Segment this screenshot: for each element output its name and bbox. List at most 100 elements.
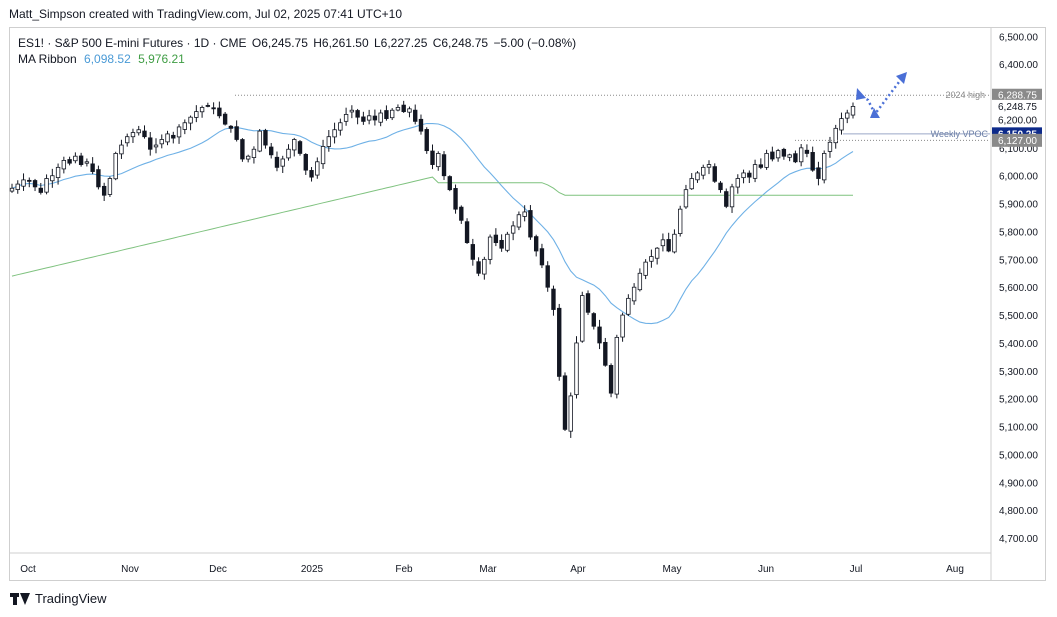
candle-body bbox=[580, 295, 585, 342]
x-tick-label: Feb bbox=[395, 564, 413, 575]
candle-body bbox=[142, 130, 147, 138]
candle-body bbox=[361, 116, 366, 122]
candle-body bbox=[67, 159, 72, 164]
candle-body bbox=[850, 105, 856, 116]
y-tick-label: 5,000.00 bbox=[999, 450, 1038, 461]
candle-body bbox=[603, 341, 608, 366]
candle-body bbox=[130, 132, 136, 138]
y-tick-label: 5,500.00 bbox=[999, 311, 1038, 322]
candle-body bbox=[44, 178, 49, 193]
candle-body bbox=[424, 129, 429, 152]
candle-body bbox=[626, 297, 631, 315]
candle-body bbox=[614, 336, 620, 395]
x-tick-label: Oct bbox=[20, 564, 36, 575]
candle-body bbox=[366, 115, 372, 121]
candle-body bbox=[678, 208, 683, 235]
candle-body bbox=[735, 178, 740, 188]
candle-body bbox=[804, 149, 810, 154]
x-tick-label: 2025 bbox=[301, 564, 324, 575]
candle-body bbox=[228, 125, 234, 129]
candle-body bbox=[827, 141, 833, 152]
candle-body bbox=[401, 104, 406, 113]
candle-body bbox=[476, 261, 481, 274]
y-tick-label: 6,500.00 bbox=[999, 32, 1038, 43]
candle-body bbox=[113, 153, 118, 180]
candle-body bbox=[470, 244, 476, 260]
candle-body bbox=[38, 187, 43, 193]
candle-body bbox=[798, 147, 804, 163]
candle-body bbox=[631, 286, 637, 302]
price-badge bbox=[992, 88, 1042, 102]
price-label: 6,248.75 bbox=[998, 102, 1037, 113]
candle-body bbox=[787, 154, 792, 158]
symbol-info[interactable]: ES1! · S&P 500 E-mini Futures · 1D · CME bbox=[18, 36, 247, 50]
candle-body bbox=[9, 187, 15, 192]
candle-body bbox=[107, 178, 113, 195]
candle-body bbox=[153, 144, 159, 148]
candle-body bbox=[222, 113, 228, 125]
chart-frame bbox=[9, 27, 1046, 581]
candle-body bbox=[217, 107, 222, 117]
candle-body bbox=[15, 183, 20, 190]
x-tick-label: Nov bbox=[121, 564, 139, 575]
candle-body bbox=[718, 182, 723, 191]
candle-body bbox=[522, 211, 527, 217]
candle-body bbox=[637, 272, 643, 291]
ma-fast-value: 6,098.52 bbox=[84, 52, 131, 66]
y-tick-label: 5,600.00 bbox=[999, 283, 1038, 294]
y-tick-label: 4,700.00 bbox=[999, 534, 1038, 545]
candle-body bbox=[182, 122, 187, 130]
candle-body bbox=[384, 110, 389, 119]
candle-body bbox=[292, 139, 297, 151]
candle-body bbox=[695, 172, 700, 181]
candle-body bbox=[706, 164, 712, 168]
candle-body bbox=[810, 152, 815, 171]
candle-body bbox=[597, 326, 602, 344]
y-tick-label: 5,800.00 bbox=[999, 227, 1038, 238]
candle-body bbox=[21, 179, 26, 187]
y-tick-label: 5,300.00 bbox=[999, 367, 1038, 378]
candle-body bbox=[464, 221, 470, 244]
candle-body bbox=[654, 247, 660, 259]
y-tick-label: 5,700.00 bbox=[999, 255, 1038, 266]
candle-body bbox=[90, 163, 95, 172]
candle-body bbox=[557, 307, 562, 377]
candle-body bbox=[176, 126, 182, 138]
candle-body bbox=[326, 136, 332, 147]
price-label: 6,200.00 bbox=[998, 115, 1037, 126]
candle-body bbox=[545, 265, 550, 288]
candle-body bbox=[701, 166, 706, 176]
candle-body bbox=[407, 108, 412, 113]
ma-ribbon-label[interactable]: MA Ribbon bbox=[18, 52, 77, 66]
candle-body bbox=[441, 154, 447, 177]
x-tick-label: Mar bbox=[479, 564, 497, 575]
weekly-vpoc-label: Weekly VPOC bbox=[931, 129, 989, 139]
candle-body bbox=[240, 139, 245, 160]
candle-body bbox=[551, 288, 556, 310]
chart-credit: Matt_Simpson created with TradingView.co… bbox=[9, 7, 402, 21]
candle-body bbox=[211, 107, 216, 110]
candle-body bbox=[55, 166, 61, 179]
candle-body bbox=[608, 365, 614, 394]
candle-body bbox=[343, 114, 349, 122]
candle-body bbox=[447, 176, 452, 191]
candle-body bbox=[349, 109, 355, 113]
candle-body bbox=[315, 161, 320, 176]
candle-body bbox=[822, 153, 827, 181]
candle-body bbox=[839, 118, 844, 131]
candle-body bbox=[510, 225, 516, 234]
x-tick-label: Apr bbox=[570, 564, 586, 575]
candle-body bbox=[61, 159, 67, 170]
candle-body bbox=[430, 150, 435, 165]
candle-body bbox=[355, 110, 360, 118]
candle-body bbox=[280, 158, 285, 167]
candle-body bbox=[125, 136, 130, 144]
candle-body bbox=[263, 130, 268, 146]
candle-body bbox=[741, 172, 746, 179]
arrow-head-icon bbox=[896, 72, 907, 84]
candle-body bbox=[27, 179, 32, 182]
candle-body bbox=[389, 109, 395, 119]
candle-body bbox=[165, 133, 170, 143]
candle-body bbox=[199, 107, 205, 113]
